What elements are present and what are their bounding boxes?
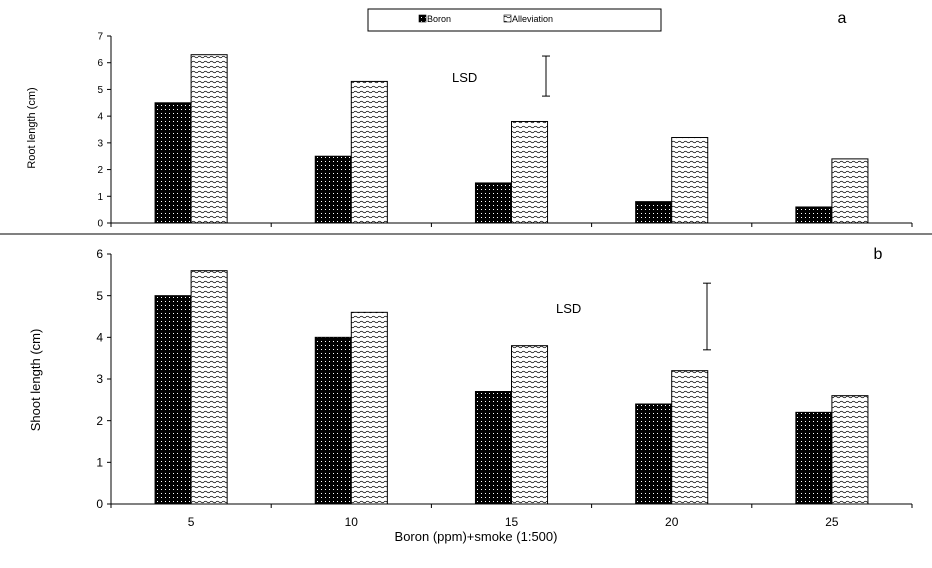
panel-a-bar-alleviation [350,80,388,224]
panel-a-y-tick-label: 3 [97,138,103,149]
panel-b-y-tick-label: 3 [96,372,103,386]
panel-a-bar-alleviation [671,137,709,224]
panel-b-shoot-length: b Shoot length (cm) LSD Boron (ppm)+smok… [28,246,913,544]
legend-swatch-boron [418,14,427,23]
panel-b-y-tick-label: 5 [96,289,103,303]
panel-a-bar-alleviation [831,158,869,224]
panel-a-y-tick-label: 4 [97,112,103,123]
panel-b-y-axis-label: Shoot length (cm) [28,329,43,432]
panel-a-bar-boron [635,201,673,224]
panel-b-lsd-label: LSD [556,301,581,316]
panel-a-root-length: a Root length (cm) LSD 0 1 2 3 4 5 6 7 [26,10,913,230]
panel-b-y-tick-label: 0 [96,497,103,511]
panel-b-bar-boron [635,403,673,505]
panel-a-y-tick-label: 7 [97,32,103,43]
panel-a-y-tick-label: 1 [97,192,103,203]
panel-b-y-tick-label: 2 [96,414,103,428]
panel-b-label: b [874,246,883,263]
panel-a-y-tick-label: 6 [97,58,103,69]
panel-b-x-tick-label: 15 [505,515,519,529]
panel-b-x-tick-label: 5 [188,515,195,529]
panel-b-bar-boron [474,391,512,505]
legend-box [367,8,662,32]
panel-b-y-tick-label: 4 [96,331,103,345]
legend-swatch-alleviation [503,14,512,23]
panel-a-bar-boron [154,102,192,224]
panel-b-x-tick-label: 20 [665,515,679,529]
legend-label-boron: Boron [427,14,451,24]
legend: Boron Alleviation [367,8,662,32]
panel-b-bar-alleviation [671,370,709,505]
panel-b-y-tick-label: 1 [96,456,103,470]
panel-a-y-tick-label: 5 [97,85,103,96]
panel-b-bar-alleviation [350,311,388,505]
panel-a-y-tick-label: 0 [97,219,103,230]
panel-b-x-tick-label: 10 [345,515,359,529]
panel-a-label: a [838,10,847,27]
panel-b-bar-alleviation [831,395,869,505]
panel-a-lsd-label: LSD [452,70,477,85]
panel-a-bar-alleviation [190,54,228,224]
panel-b-x-axis-label: Boron (ppm)+smoke (1:500) [395,529,558,544]
panel-b-bar-boron [795,411,833,505]
panel-b-bars [154,270,869,505]
panel-a-y-axis-label: Root length (cm) [26,87,38,168]
panel-b-bar-alleviation [190,270,228,505]
panel-a-y-tick-label: 2 [97,165,103,176]
panel-a-bar-boron [474,182,512,224]
panel-b-bar-boron [154,295,192,505]
panel-a-bar-boron [314,155,352,224]
panel-a-bars [154,54,869,224]
legend-label-alleviation: Alleviation [512,14,553,24]
panel-b-y-tick-label: 6 [96,247,103,261]
panel-b-bar-boron [314,336,352,505]
panel-b-bar-alleviation [511,345,549,505]
panel-a-bar-boron [795,206,833,224]
panel-a-bar-alleviation [511,120,549,224]
panel-b-x-tick-label: 25 [825,515,839,529]
